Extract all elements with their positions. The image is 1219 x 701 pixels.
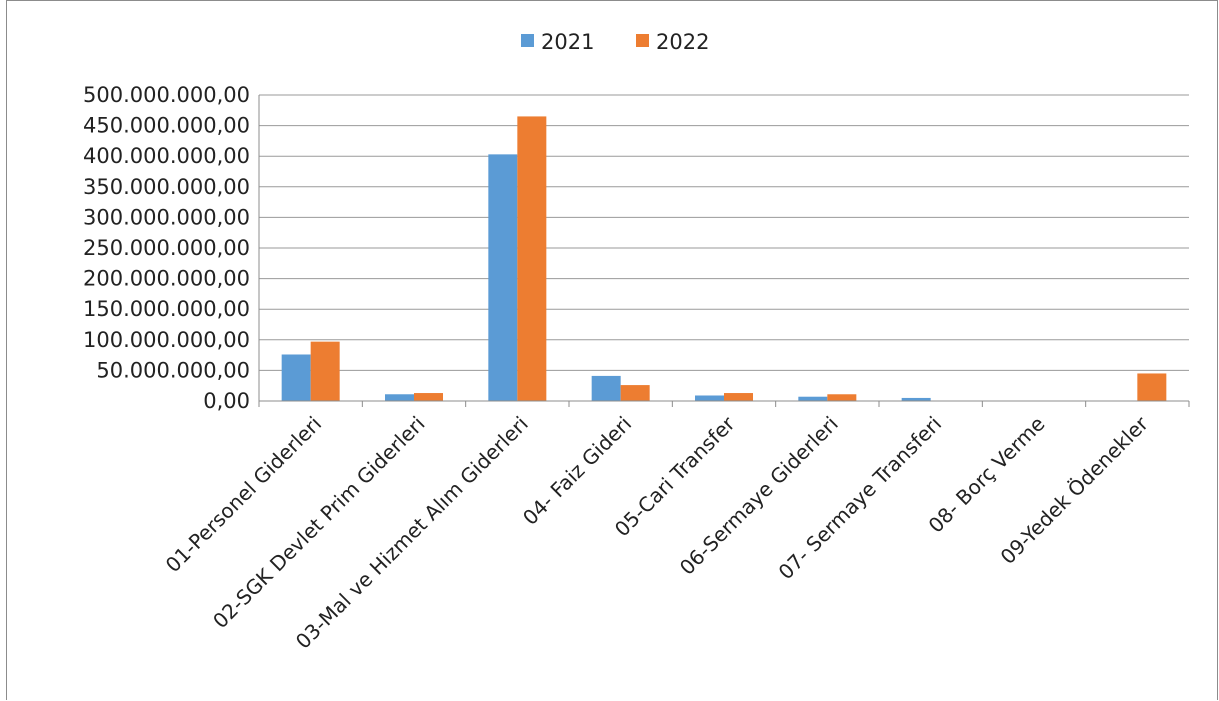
legend: 2021 2022: [521, 30, 709, 54]
bars: [281, 116, 1167, 402]
y-tick-label: 100.000.000,00: [83, 328, 250, 352]
bar-2021-2: [385, 394, 414, 401]
gridlines: [259, 94, 1189, 371]
y-tick-label: 0,00: [203, 389, 250, 413]
bar-2021-7: [901, 397, 931, 401]
legend-item-2022: 2022: [636, 30, 709, 54]
y-tick-label: 500.000.000,00: [83, 83, 250, 107]
x-tick-label: 04- Faiz Gideri: [518, 412, 636, 530]
y-tick-label: 300.000.000,00: [83, 205, 250, 229]
bar-2022-6: [827, 394, 857, 401]
chart-frame: [6, 0, 1218, 700]
y-tick-label: 200.000.000,00: [83, 267, 250, 291]
bar-2022-5: [724, 393, 753, 401]
y-tick-label: 250.000.000,00: [83, 236, 250, 260]
y-axis-tick-labels: 0,00 50.000.000,00 100.000.000,00 150.000.0…: [83, 83, 250, 413]
bar-2022-4: [620, 385, 650, 401]
bar-2022-1: [310, 341, 340, 401]
legend-label: 2021: [541, 30, 594, 54]
legend-swatch: [521, 34, 534, 47]
y-tick-label: 450.000.000,00: [83, 114, 250, 138]
axes: [258, 95, 1190, 407]
y-tick-label: 350.000.000,00: [83, 175, 250, 199]
bar-2021-4: [591, 375, 621, 401]
y-tick-label: 400.000.000,00: [83, 144, 250, 168]
y-tick-label: 50.000.000,00: [96, 358, 250, 382]
legend-swatch: [636, 34, 649, 47]
bar-2022-2: [414, 393, 443, 401]
legend-item-2021: 2021: [521, 30, 594, 54]
x-tick-label: 03-Mal ve Hizmet Alım Giderleri: [291, 412, 533, 654]
bar-2022-3: [517, 116, 547, 402]
legend-label: 2022: [656, 30, 709, 54]
bar-2021-3: [488, 154, 518, 401]
y-tick-label: 150.000.000,00: [83, 297, 250, 321]
bar-2021-6: [798, 396, 828, 401]
x-tick-label: 02-SGK Devlet Prim Giderleri: [208, 412, 429, 633]
bar-2022-9: [1137, 373, 1167, 401]
bar-2021-5: [695, 395, 724, 401]
bar-2021-1: [281, 354, 311, 401]
